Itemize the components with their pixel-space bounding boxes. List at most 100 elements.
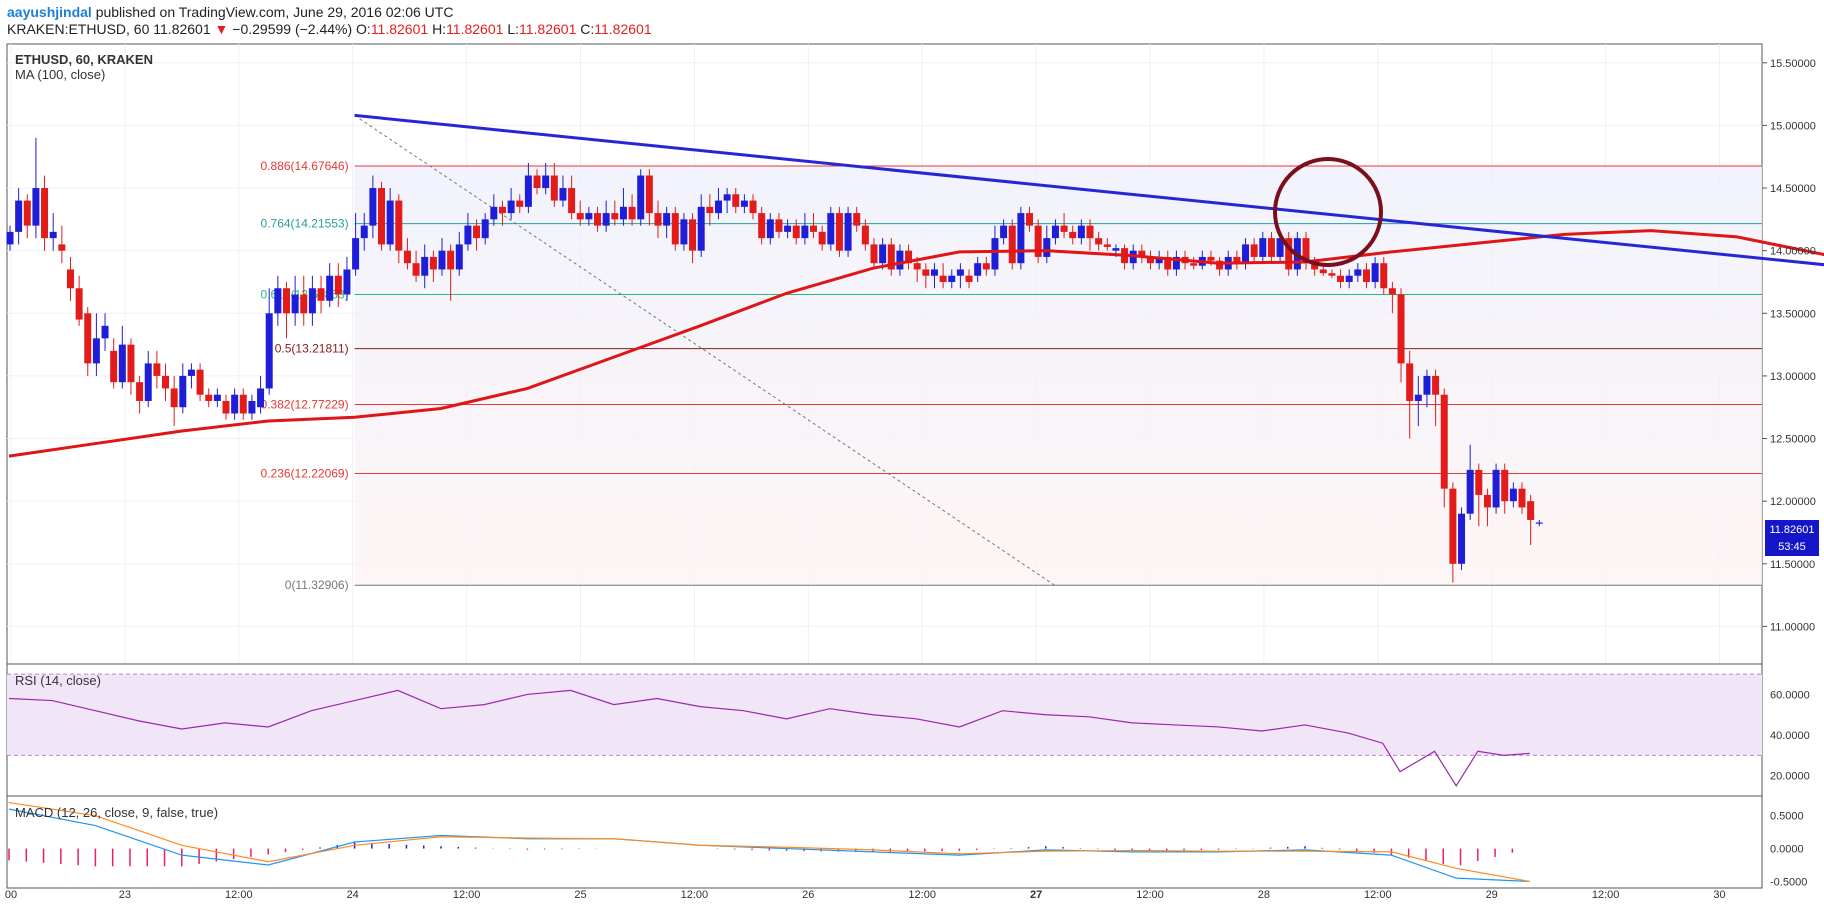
author-link[interactable]: aayushjindal xyxy=(7,4,92,20)
symbol-full: KRAKEN:ETHUSD, 60 xyxy=(7,21,150,37)
candle-body xyxy=(594,213,602,226)
price-tick-label: 12.50000 xyxy=(1770,434,1816,446)
candle-body xyxy=(1406,363,1414,401)
candle-body xyxy=(265,313,273,389)
candle-body xyxy=(49,231,57,239)
candle-body xyxy=(334,275,342,295)
down-arrow-icon: ▼ xyxy=(214,21,229,37)
candle-body xyxy=(1337,275,1345,282)
macd-tick-label: 0.5000 xyxy=(1770,811,1804,823)
candle-body xyxy=(1432,375,1440,395)
trendline[interactable] xyxy=(354,113,1824,269)
candle-body xyxy=(784,225,792,232)
open-label: O: xyxy=(356,21,371,37)
candle-body xyxy=(1086,225,1094,239)
candle-body xyxy=(1026,213,1034,226)
last-price-marker: 11.82601 53:45 xyxy=(1765,520,1819,556)
candle-body xyxy=(628,206,636,220)
candle-body xyxy=(1466,469,1474,514)
candle-body xyxy=(1155,256,1163,264)
candle-body xyxy=(1397,294,1405,364)
candle-body xyxy=(887,244,895,270)
highlight-circle[interactable] xyxy=(1273,157,1383,267)
price-axis[interactable]: 15.50000 15.00000 14.50000 14.00000 13.50000… xyxy=(1762,58,1816,889)
candle-body xyxy=(1388,288,1396,295)
candle-body xyxy=(1103,244,1111,247)
high-label: H: xyxy=(432,21,447,37)
candle-body xyxy=(300,294,308,314)
candle-body xyxy=(930,269,938,276)
dotted-diagonal xyxy=(354,114,1055,586)
candle-body xyxy=(101,325,109,339)
candle-body xyxy=(257,388,265,408)
candle-body xyxy=(766,219,774,239)
candle-body xyxy=(974,263,982,276)
fib-levels: 0.886(14.67646)0.764(14.21553)0.618(13.6… xyxy=(261,159,1762,592)
time-tick-label: 12:00 xyxy=(1136,889,1164,901)
time-tick-label: 29 xyxy=(1486,889,1498,901)
rsi-legend[interactable]: RSI (14, close) xyxy=(15,673,101,688)
time-tick-label: 24 xyxy=(347,889,359,901)
close-label: C: xyxy=(580,21,595,37)
candle-body xyxy=(740,200,748,207)
candle-body xyxy=(775,219,783,232)
candle-body xyxy=(1458,513,1466,564)
candle-body xyxy=(905,250,913,264)
candle-body xyxy=(749,200,757,214)
macd-tick-label: 0.0000 xyxy=(1770,844,1804,856)
candle-body xyxy=(41,188,49,239)
candle-body xyxy=(671,213,679,245)
symbol-line: KRAKEN:ETHUSD, 60 11.82601 ▼ −0.29599 (−… xyxy=(7,21,652,37)
candle-body xyxy=(343,269,351,295)
candle-body xyxy=(1267,238,1275,257)
candle-body xyxy=(84,313,92,364)
candle-body xyxy=(1501,469,1509,502)
candle-body xyxy=(326,275,334,301)
candle-body xyxy=(542,175,550,189)
time-axis[interactable]: 00 23 12:00 24 12:00 25 12:00 26 12:00 27 12:00 28 1… xyxy=(5,889,1726,901)
candle-body xyxy=(922,269,930,276)
candle-body xyxy=(1354,269,1362,276)
candle-body xyxy=(1362,269,1370,282)
candle-body xyxy=(455,244,463,270)
candle-body xyxy=(1518,488,1526,508)
candle-body xyxy=(723,194,731,201)
candle-body xyxy=(956,269,964,276)
candle-body xyxy=(1371,263,1379,282)
candle-body xyxy=(1276,238,1284,257)
price-tick-label: 13.00000 xyxy=(1770,371,1816,383)
candle-body xyxy=(360,225,368,239)
price-tick-label: 15.50000 xyxy=(1770,58,1816,70)
ma-legend[interactable]: MA (100, close) xyxy=(15,67,106,82)
candle-body xyxy=(1311,263,1319,270)
candle-body xyxy=(136,382,144,401)
candle-body xyxy=(187,369,195,376)
candle-body xyxy=(611,213,619,220)
candle-body xyxy=(550,175,558,201)
candle-body xyxy=(6,231,14,245)
macd-tick-label: -0.5000 xyxy=(1770,876,1807,888)
candle-body xyxy=(144,363,152,401)
candle-body xyxy=(861,225,869,245)
candle-body xyxy=(827,213,835,245)
price-tick-label: 14.00000 xyxy=(1770,246,1816,258)
candle-body xyxy=(1112,248,1120,251)
candle-body xyxy=(162,375,170,389)
candle-body xyxy=(1138,250,1146,257)
candle-body xyxy=(1259,238,1267,257)
high-value: 11.82601 xyxy=(446,21,504,37)
candle-body xyxy=(274,288,282,314)
macd-legend[interactable]: MACD (12, 26, close, 9, false, true) xyxy=(15,805,219,820)
candle-body xyxy=(1051,225,1059,239)
candle-body xyxy=(378,188,386,245)
candle-body xyxy=(23,200,31,226)
candle-body xyxy=(179,375,187,408)
open-value: 11.82601 xyxy=(370,21,429,37)
candle-body xyxy=(1328,273,1336,276)
candle-body xyxy=(1414,394,1422,401)
candle-body xyxy=(896,250,904,270)
rsi-tick-label: 60.0000 xyxy=(1770,689,1810,701)
main-panel: 0.886(14.67646)0.764(14.21553)0.618(13.6… xyxy=(6,43,1824,888)
price-tick-label: 12.00000 xyxy=(1770,496,1816,508)
